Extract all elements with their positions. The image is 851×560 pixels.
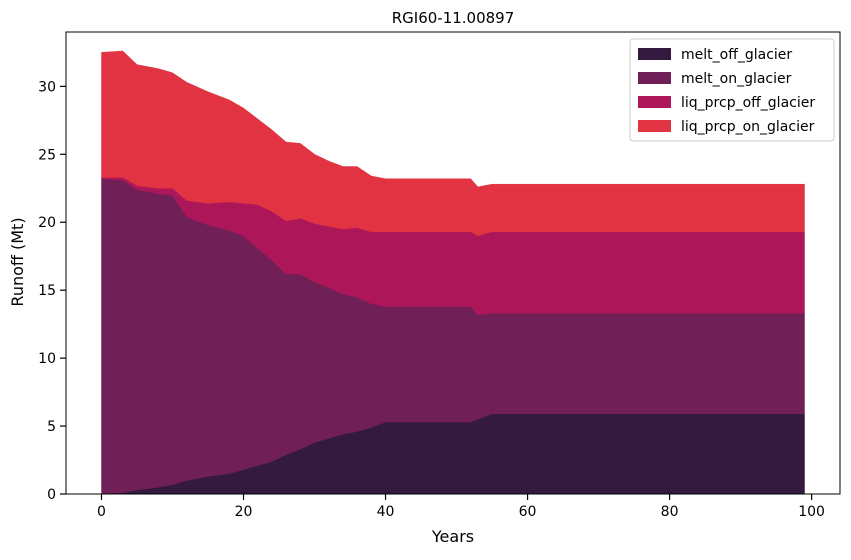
legend-label: liq_prcp_off_glacier bbox=[681, 95, 815, 111]
x-tick-label: 100 bbox=[798, 504, 825, 520]
legend-label: melt_on_glacier bbox=[681, 71, 792, 87]
y-tick-label: 25 bbox=[38, 147, 56, 163]
y-tick-label: 30 bbox=[38, 79, 56, 95]
chart-title: RGI60-11.00897 bbox=[392, 9, 515, 27]
y-tick-label: 15 bbox=[38, 283, 56, 299]
y-tick-label: 10 bbox=[38, 351, 56, 367]
x-tick-label: 60 bbox=[519, 504, 537, 520]
legend-label: liq_prcp_on_glacier bbox=[681, 119, 815, 135]
y-tick-label: 0 bbox=[47, 487, 56, 503]
y-axis-label: Runoff (Mt) bbox=[8, 217, 27, 306]
legend-swatch bbox=[638, 72, 671, 84]
y-tick-label: 20 bbox=[38, 215, 56, 231]
plot-frame bbox=[65, 31, 841, 495]
area-liq-prcp-on-glacier bbox=[101, 50, 805, 237]
x-tick-label: 40 bbox=[377, 504, 395, 520]
x-tick-label: 20 bbox=[235, 504, 253, 520]
legend-swatch bbox=[638, 120, 671, 132]
legend-label: melt_off_glacier bbox=[681, 47, 792, 63]
legend-swatch bbox=[638, 96, 671, 108]
y-tick-label: 5 bbox=[47, 419, 56, 435]
legend-swatch bbox=[638, 48, 671, 60]
legend-box bbox=[629, 38, 835, 142]
x-tick-label: 0 bbox=[97, 504, 106, 520]
x-axis-label: Years bbox=[431, 527, 474, 546]
x-tick-label: 80 bbox=[661, 504, 679, 520]
